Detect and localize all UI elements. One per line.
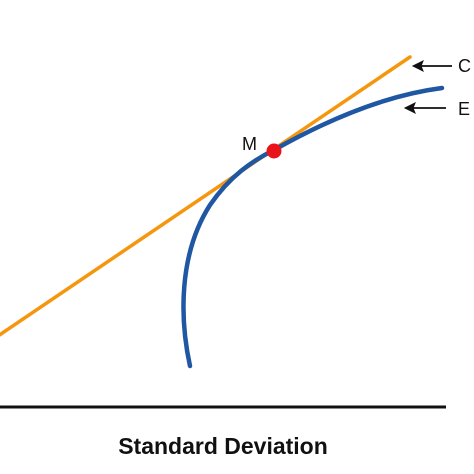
capital-line [0, 55, 412, 337]
line-label-arrow [411, 59, 452, 73]
tangency-point-marker [266, 143, 282, 159]
x-axis-label: Standard Deviation [118, 433, 328, 459]
curve-label: E [458, 99, 470, 119]
curve-label-arrow [403, 101, 446, 115]
point-label: M [242, 134, 257, 154]
efficient-frontier-curve [181, 85, 445, 369]
line-label: C [458, 56, 471, 76]
